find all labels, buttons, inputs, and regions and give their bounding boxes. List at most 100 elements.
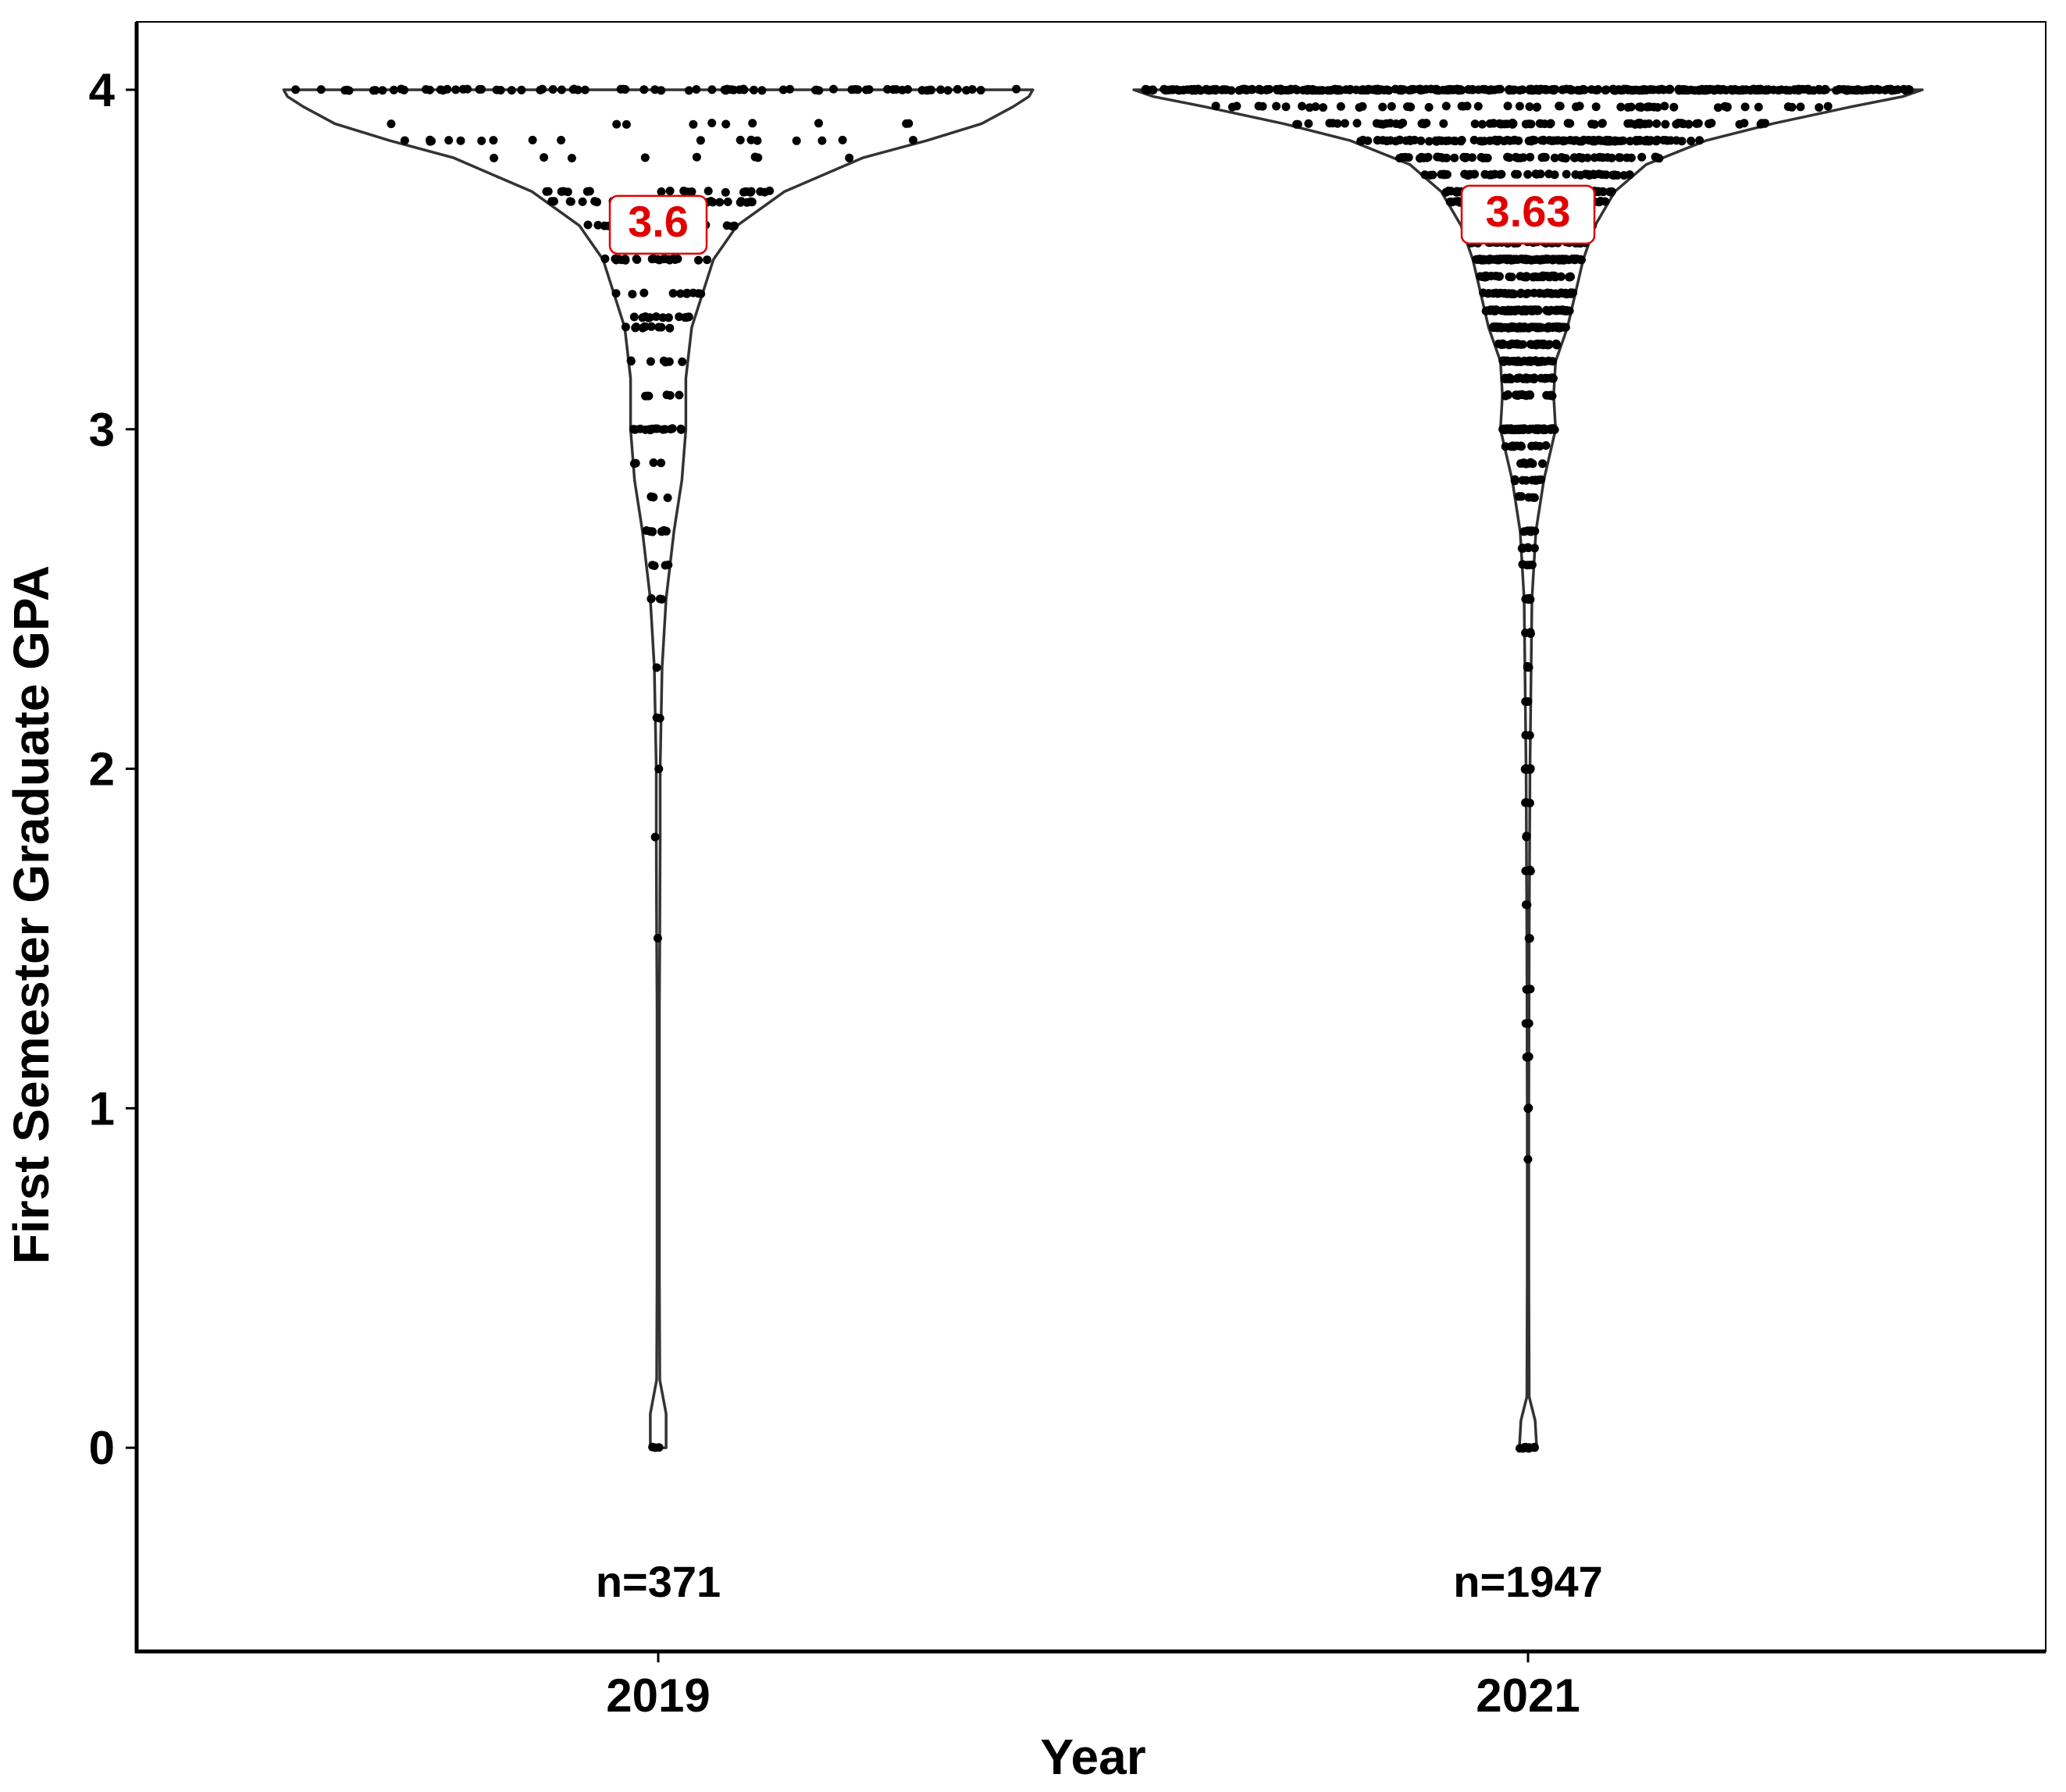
data-point xyxy=(1522,985,1531,994)
data-point xyxy=(611,255,621,264)
data-point xyxy=(1576,170,1585,180)
data-point xyxy=(666,425,675,434)
data-point xyxy=(621,322,630,332)
data-point xyxy=(1345,85,1355,94)
data-point xyxy=(917,86,927,95)
data-point xyxy=(649,254,658,263)
data-point xyxy=(557,136,566,144)
data-point xyxy=(664,313,673,322)
data-point xyxy=(1538,459,1547,468)
data-point xyxy=(748,119,757,128)
y-tick-label: 4 xyxy=(89,64,116,116)
data-point xyxy=(1540,374,1549,383)
data-point xyxy=(1844,85,1854,94)
data-point xyxy=(723,198,732,206)
data-point xyxy=(654,322,664,332)
data-point xyxy=(1464,85,1473,94)
data-point xyxy=(675,390,684,400)
data-point xyxy=(1387,102,1396,111)
data-point xyxy=(1762,85,1772,94)
data-point xyxy=(1732,85,1741,94)
data-point xyxy=(750,85,758,94)
data-point xyxy=(1615,137,1625,146)
data-point xyxy=(847,85,857,94)
data-point xyxy=(291,85,301,94)
data-point xyxy=(653,934,662,942)
data-point xyxy=(517,85,526,94)
data-point xyxy=(1523,1104,1533,1113)
data-point xyxy=(1626,102,1636,112)
data-point xyxy=(645,425,654,434)
data-point xyxy=(1553,322,1562,331)
data-point xyxy=(1524,595,1533,604)
data-point xyxy=(1441,102,1451,111)
data-point xyxy=(1340,119,1349,128)
data-point xyxy=(1652,119,1662,128)
data-point xyxy=(1660,102,1669,111)
data-point xyxy=(1526,629,1535,638)
data-point xyxy=(1406,102,1416,112)
data-point xyxy=(1530,288,1539,297)
data-point xyxy=(1211,102,1220,111)
data-point xyxy=(1159,84,1169,94)
data-point xyxy=(1558,305,1567,315)
data-point xyxy=(1542,254,1551,263)
data-point xyxy=(1512,305,1521,315)
data-point xyxy=(1178,85,1188,94)
data-point xyxy=(652,663,661,672)
data-point xyxy=(1530,493,1539,502)
data-point xyxy=(1258,102,1267,111)
data-point xyxy=(477,84,486,94)
data-point xyxy=(684,86,693,95)
data-point xyxy=(492,85,501,94)
data-point xyxy=(1501,391,1510,401)
data-point xyxy=(1484,86,1494,95)
data-point xyxy=(489,136,498,145)
data-point xyxy=(1439,119,1448,128)
data-point xyxy=(1457,102,1466,111)
data-point xyxy=(1397,153,1406,162)
data-point xyxy=(671,255,680,264)
data-point xyxy=(1815,103,1824,112)
data-point xyxy=(943,86,953,95)
data-point xyxy=(1526,458,1535,467)
data-point xyxy=(661,255,670,264)
data-point xyxy=(1615,153,1624,162)
data-point xyxy=(1562,290,1571,299)
data-point xyxy=(814,119,823,128)
data-point xyxy=(582,187,592,196)
data-point xyxy=(1325,119,1334,128)
data-point xyxy=(1674,119,1683,127)
data-point xyxy=(639,85,649,94)
data-point xyxy=(1395,86,1404,95)
data-point xyxy=(1336,102,1345,111)
data-point xyxy=(528,135,537,144)
data-point xyxy=(1378,136,1387,145)
data-point xyxy=(1546,289,1555,298)
data-point xyxy=(1396,119,1405,129)
data-point xyxy=(1623,119,1633,128)
data-point xyxy=(730,221,739,230)
data-point xyxy=(1352,119,1362,128)
data-point xyxy=(612,119,622,129)
data-point xyxy=(1539,152,1548,162)
data-point xyxy=(1462,152,1471,162)
data-point xyxy=(1740,102,1750,112)
data-point xyxy=(648,527,657,536)
data-point xyxy=(629,312,639,322)
data-point xyxy=(1819,86,1829,94)
data-point xyxy=(657,595,667,604)
data-point xyxy=(1522,832,1531,842)
data-point xyxy=(676,289,685,298)
data-point xyxy=(692,152,701,162)
data-point xyxy=(538,84,547,94)
y-tick-label: 2 xyxy=(89,743,115,796)
data-point xyxy=(567,154,576,162)
data-point xyxy=(1531,441,1541,451)
data-point xyxy=(1473,102,1483,111)
data-point xyxy=(703,255,712,265)
data-point xyxy=(845,153,854,162)
data-point xyxy=(638,313,647,322)
data-point xyxy=(1500,289,1509,298)
data-point xyxy=(1480,169,1490,179)
